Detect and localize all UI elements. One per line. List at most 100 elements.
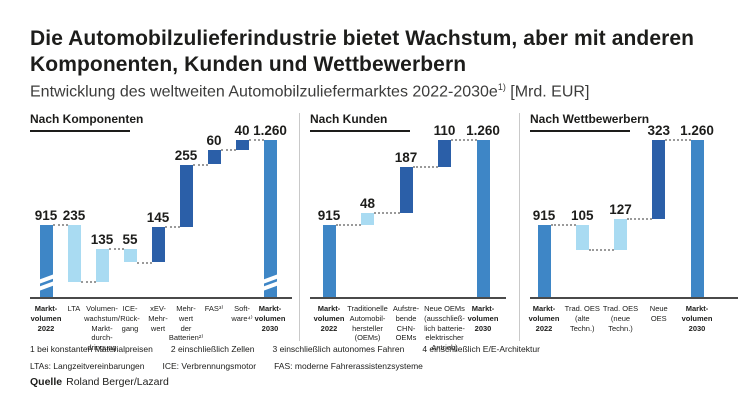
connector-line	[550, 223, 576, 226]
bar-value-label: 55	[122, 232, 138, 248]
bar-value-label: 48	[359, 195, 376, 211]
bar-category-label: Markt- volumen 2022	[313, 304, 345, 333]
bar-value-label: 915	[34, 207, 58, 223]
waterfall-bar	[399, 166, 413, 213]
waterfall-bar	[690, 140, 704, 297]
waterfall-bar	[575, 224, 589, 251]
connector-line	[164, 225, 180, 228]
footnote-definitions: 1 bei konstanten Materialpreisen 2 einsc…	[30, 344, 540, 354]
connector-line	[335, 223, 361, 226]
bar-category-label: Markt- volumen 2022	[528, 304, 560, 333]
connector-line	[220, 148, 236, 151]
bar-value-label: 60	[206, 132, 222, 148]
connector-line	[627, 218, 653, 221]
waterfall-bar	[235, 140, 249, 150]
waterfall-bar	[179, 164, 193, 227]
waterfall-bar	[123, 249, 137, 263]
waterfall-bar	[151, 226, 165, 263]
bar-category-label: xEV- Mehr- wert	[148, 304, 168, 333]
waterfall-plot-komponenten: 915 Markt- volumen 2022 235 LTA 135 Volumen- …	[30, 123, 292, 352]
waterfall-bar	[537, 224, 551, 297]
panel-title-underline	[310, 130, 410, 132]
panel-nach-kunden: Nach Kunden 915 Markt- volumen 2022 48 Trad…	[310, 112, 506, 352]
connector-line	[451, 139, 477, 141]
bar-category-label: Markt- volumen 2030	[254, 304, 286, 333]
connector-line	[136, 261, 152, 264]
waterfall-bar	[322, 224, 336, 297]
abbr-ltas: LTAs: Langzeitvereinbarungen	[30, 361, 145, 371]
connector-line	[192, 163, 208, 166]
connector-line	[80, 281, 96, 284]
bar-value-label: 145	[146, 209, 170, 225]
panel-divider	[519, 113, 520, 341]
panel-nach-komponenten: Nach Komponenten 915 Markt- volumen 2022 2…	[30, 112, 292, 352]
footnote-1: 1 bei konstanten Materialpreisen	[30, 344, 153, 354]
bar-value-label: 40	[234, 123, 250, 138]
bar-value-label: 255	[174, 147, 198, 163]
bar-value-label: 1.260	[466, 123, 500, 138]
bar-value-label: 135	[90, 232, 114, 248]
bar-value-label: 915	[532, 207, 556, 223]
connector-line	[108, 248, 124, 251]
bar-category-label: Volumen- wachstum/ Markt- durch- dringun…	[84, 304, 120, 352]
panel-title-underline	[30, 130, 130, 132]
connector-line	[412, 165, 438, 168]
connector-line	[588, 249, 614, 252]
bar-category-label: Neue OEMs (ausschließ- lich batterie- el…	[424, 304, 465, 352]
bar-category-label: Mehr- wert der Batterien²⁾	[168, 304, 204, 343]
waterfall-bar	[95, 249, 109, 283]
waterfall-bar	[614, 219, 627, 251]
bar-value-label: 187	[394, 149, 418, 165]
bar-category-label: LTA	[67, 304, 81, 313]
bar-category-label: ICE- Rück- gang	[120, 304, 140, 333]
waterfall-bar	[67, 224, 81, 283]
panel-nach-wettbewerbern: Nach Wettbewerbern 915 Markt- volumen 202…	[529, 112, 738, 344]
page-subtitle: Entwicklung des weltweiten Automobilzuli…	[30, 82, 730, 101]
page-title-line2: Komponenten, Kunden und Wettbewerbern	[30, 53, 467, 76]
bar-value-label: 127	[609, 202, 632, 218]
waterfall-plot-wettbewerbern: 915 Markt- volumen 2022 105 Trad. OES (alte…	[529, 123, 738, 333]
bar-value-label: 110	[433, 123, 456, 138]
abbr-fas: FAS: moderne Fahrerassistenzsysteme	[274, 361, 423, 371]
waterfall-bar	[263, 140, 277, 297]
waterfall-bar	[652, 140, 666, 220]
bar-value-label: 105	[570, 207, 594, 223]
waterfall-bar	[438, 140, 451, 167]
panel-title: Nach Wettbewerbern	[530, 112, 650, 126]
connector-line	[665, 139, 691, 141]
source-label: Quelle	[30, 376, 63, 388]
waterfall-bar	[207, 149, 221, 165]
waterfall-plot-kunden: 915 Markt- volumen 2022 48 Traditionelle Au…	[310, 123, 506, 352]
bar-value-label: 235	[62, 207, 86, 223]
bar-category-label: Aufstre- bende CHN- OEMs	[392, 304, 420, 343]
panel-divider	[299, 113, 300, 341]
bar-category-label: Markt- volumen 2030	[467, 304, 499, 333]
panel-title: Nach Komponenten	[30, 112, 144, 126]
bar-category-label: Trad. OES (neue Techn.)	[602, 304, 639, 333]
connector-line	[248, 139, 264, 141]
subtitle-footnote-ref: 1)	[497, 82, 506, 92]
bar-category-label: Traditionelle Automobil- hersteller (OEM…	[347, 304, 388, 343]
bar-value-label: 915	[317, 207, 341, 223]
page-title-line1: Die Automobilzulieferindustrie bietet Wa…	[30, 27, 695, 50]
source-line: Quelle Roland Berger/Lazard	[30, 376, 169, 388]
waterfall-bar	[476, 140, 490, 297]
footnote-2: 2 einschließlich Zellen	[170, 344, 255, 354]
bar-category-label: Soft- ware⁴⁾	[231, 304, 253, 323]
panel-title: Nach Kunden	[310, 112, 388, 126]
bar-category-label: Markt- volumen 2030	[681, 304, 713, 333]
subtitle-unit: [Mrd. EUR]	[505, 83, 590, 101]
footnote-3: 3 einschließlich autonomes Fahren	[272, 344, 405, 354]
bar-value-label: 1.260	[680, 123, 714, 138]
source-text: Roland Berger/Lazard	[66, 376, 169, 388]
bar-category-label: Markt- volumen 2022	[30, 304, 62, 333]
connector-line	[52, 223, 68, 226]
subtitle-text: Entwicklung des weltweiten Automobilzuli…	[30, 83, 498, 101]
abbreviation-legend: LTAs: Langzeitvereinbarungen ICE: Verbre…	[30, 361, 423, 371]
bar-value-label: 323	[647, 123, 671, 138]
abbr-ice: ICE: Verbrennungsmotor	[162, 361, 257, 371]
connector-line	[374, 211, 400, 214]
bar-category-label: Trad. OES (alte Techn.)	[564, 304, 600, 333]
bar-category-label: FAS³⁾	[204, 304, 224, 313]
